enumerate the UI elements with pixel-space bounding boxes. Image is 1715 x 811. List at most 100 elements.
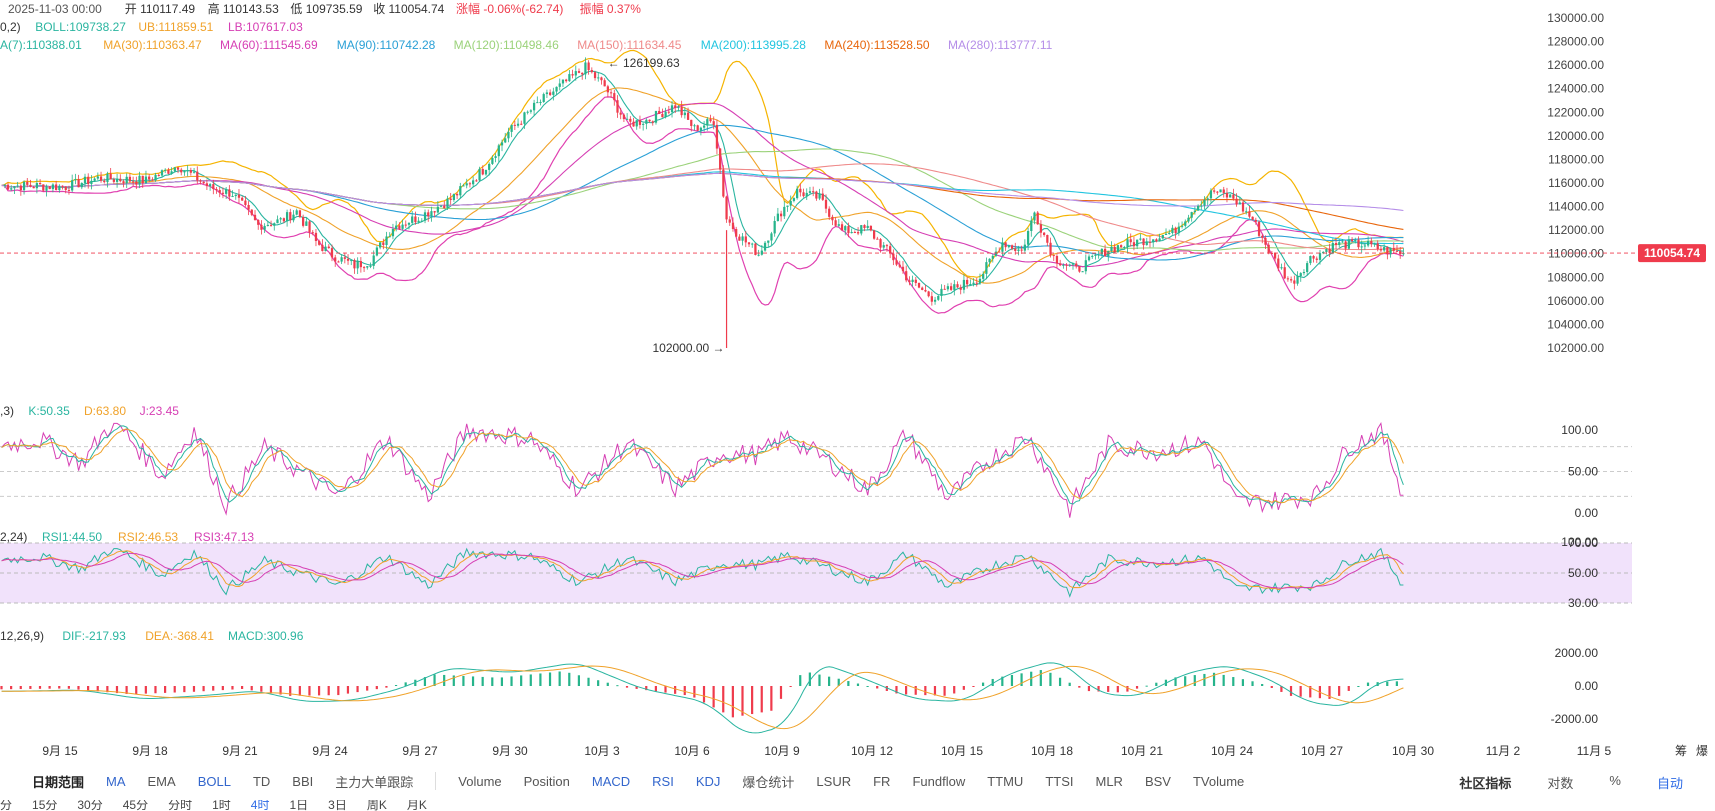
indicator-liquidation[interactable]: 爆仓统计 <box>742 774 795 790</box>
candle-body <box>160 170 164 176</box>
tf-month[interactable]: 月K <box>406 800 427 811</box>
candle-body <box>853 232 856 234</box>
macd-bar <box>1289 686 1293 696</box>
candle-body <box>815 191 818 199</box>
auto-scale-toggle[interactable]: 自动 <box>1656 776 1683 791</box>
candle-body <box>494 156 497 158</box>
price-tick-label: 102000.00 <box>1547 341 1604 355</box>
ma-90-line <box>1 124 1404 261</box>
kline-chart[interactable]: 102000.00104000.00106000.00108000.001100… <box>0 0 1715 765</box>
candle-body <box>449 198 452 201</box>
candle-body <box>770 233 773 241</box>
macd-bar <box>173 686 176 693</box>
percent-scale-toggle[interactable]: % <box>1609 773 1621 788</box>
candle-body <box>279 218 282 220</box>
candle-body <box>520 123 523 125</box>
indicator-bsv[interactable]: BSV <box>1144 773 1171 789</box>
candle-body <box>828 208 831 217</box>
candle-body <box>978 278 982 284</box>
indicator-ttmu[interactable]: TTMU <box>987 773 1024 789</box>
macd-axis-label: 0.00 <box>1575 679 1599 693</box>
ma-7-line <box>1 70 1404 296</box>
candle-body <box>597 77 600 79</box>
candle-body <box>962 279 966 290</box>
time-axis-label: 10月 30 <box>1392 744 1434 758</box>
ma-legend-item: MA(60):111545.69 <box>220 38 318 52</box>
indicator-bbi[interactable]: BBI <box>292 773 314 789</box>
candle-body <box>840 224 844 231</box>
candle-body <box>208 184 212 187</box>
tf-1h[interactable]: 1时 <box>212 800 231 811</box>
indicator-ema[interactable]: EMA <box>147 773 176 789</box>
candle-body <box>83 176 87 184</box>
candle-body <box>1225 192 1229 198</box>
candle-body <box>577 71 581 73</box>
tf-min[interactable]: 分 <box>0 800 13 811</box>
community-indicators-button[interactable]: 社区指标 <box>1459 776 1512 791</box>
candle-body <box>1001 242 1004 252</box>
tf-15m[interactable]: 15分 <box>32 800 58 811</box>
indicator-tvolume[interactable]: TVolume <box>1192 773 1245 789</box>
candle-body <box>234 194 237 197</box>
tf-1d[interactable]: 1日 <box>289 800 309 811</box>
candle-body <box>395 225 398 229</box>
candle-body <box>423 212 427 221</box>
macd-bar <box>48 686 51 689</box>
macd-bar <box>375 686 378 690</box>
candle-body <box>189 170 192 173</box>
candle-body <box>112 179 115 182</box>
candle-body <box>1145 241 1148 246</box>
indicator-ttsi[interactable]: TTSI <box>1045 773 1074 789</box>
tf-4h[interactable]: 4时 <box>250 800 270 811</box>
ma-legend-item: MA(280):113777.11 <box>948 38 1053 52</box>
macd-bar <box>10 686 13 690</box>
tf-3d[interactable]: 3日 <box>328 800 347 811</box>
indicator-lsur[interactable]: LSUR <box>816 773 852 789</box>
rsi-prefix: 2,24) <box>0 530 27 544</box>
candle-body <box>1184 221 1187 226</box>
indicator-kdj[interactable]: KDJ <box>695 773 721 789</box>
candle-body <box>869 225 873 231</box>
rsi-axis-label: 70.00 <box>1568 536 1598 550</box>
indicator-ma[interactable]: MA <box>106 773 126 789</box>
price-tick-label: 122000.00 <box>1547 105 1604 119</box>
indicator-position[interactable]: Position <box>523 773 570 789</box>
date-range-button[interactable]: 日期范围 <box>32 774 85 790</box>
tf-timeshare[interactable]: 分时 <box>168 800 193 811</box>
candle-body <box>1344 241 1347 249</box>
macd-bar <box>1338 686 1341 696</box>
candle-body <box>696 125 699 131</box>
candle-body <box>616 100 619 113</box>
tf-week[interactable]: 周K <box>366 800 387 811</box>
candle-body <box>648 119 651 122</box>
indicator-macd[interactable]: MACD <box>591 773 631 789</box>
indicator-td[interactable]: TD <box>252 773 271 789</box>
tf-45m[interactable]: 45分 <box>122 800 149 811</box>
kdj-prefix: ,3) <box>0 404 14 418</box>
macd-bar <box>443 674 446 686</box>
candle-body <box>1155 239 1158 242</box>
indicator-rsi[interactable]: RSI <box>652 773 674 789</box>
log-scale-toggle[interactable]: 对数 <box>1547 776 1574 791</box>
tf-30m[interactable]: 30分 <box>77 800 103 811</box>
candle-body <box>609 92 613 94</box>
candle-body <box>350 260 353 262</box>
candle-body <box>1017 249 1020 251</box>
indicator-fundflow[interactable]: Fundflow <box>912 773 966 789</box>
macd-bar <box>924 686 927 696</box>
candle-body <box>709 119 712 122</box>
indicator-main-order[interactable]: 主力大单跟踪 <box>335 774 414 790</box>
candle-body <box>1091 255 1094 257</box>
indicator-fr[interactable]: FR <box>873 773 891 789</box>
candle-body <box>757 254 760 256</box>
indicator-mlr[interactable]: MLR <box>1095 773 1123 789</box>
candle-body <box>690 119 693 126</box>
candle-body <box>103 180 106 183</box>
indicator-volume[interactable]: Volume <box>458 773 502 789</box>
candle-body <box>1257 221 1261 236</box>
candle-body <box>263 225 266 230</box>
candle-body <box>1119 245 1123 248</box>
candle-body <box>1004 242 1007 248</box>
indicator-boll[interactable]: BOLL <box>197 773 231 789</box>
candle-body <box>1209 190 1213 199</box>
